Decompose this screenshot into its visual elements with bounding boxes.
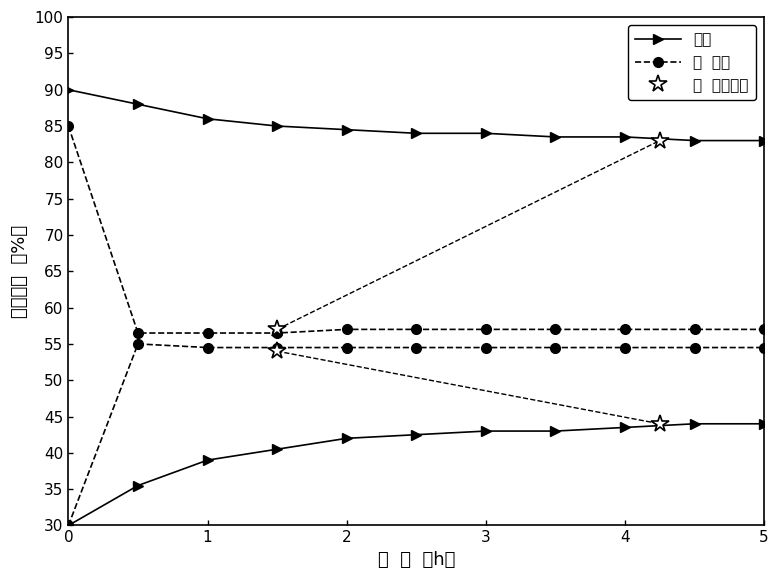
- 调  湿纸: [133, 329, 143, 336]
- 原纸: [760, 137, 769, 144]
- 调  湿平衡点: [272, 347, 282, 354]
- 调  湿纸: [620, 326, 629, 333]
- 原纸: [272, 122, 282, 129]
- 原纸: [620, 133, 629, 140]
- 原纸: [133, 101, 143, 108]
- Y-axis label: 相对湿度  （%）: 相对湿度 （%）: [11, 224, 29, 318]
- 原纸: [412, 130, 421, 137]
- Line: 原纸: 原纸: [63, 85, 769, 146]
- 调  湿纸: [760, 326, 769, 333]
- 调  湿纸: [481, 326, 491, 333]
- 原纸: [342, 126, 351, 133]
- 调  湿纸: [412, 326, 421, 333]
- 调  湿平衡点: [655, 420, 665, 427]
- 调  湿纸: [203, 329, 212, 336]
- 原纸: [64, 86, 73, 93]
- 原纸: [690, 137, 699, 144]
- 调  湿纸: [342, 326, 351, 333]
- Legend: 原纸, 调  湿纸, 调  湿平衡点: 原纸, 调 湿纸, 调 湿平衡点: [628, 25, 757, 100]
- 调  湿纸: [551, 326, 560, 333]
- 原纸: [481, 130, 491, 137]
- X-axis label: 时  间  （h）: 时 间 （h）: [378, 551, 455, 569]
- 原纸: [203, 115, 212, 122]
- 调  湿纸: [690, 326, 699, 333]
- Line: 调  湿纸: 调 湿纸: [63, 121, 769, 338]
- 调  湿纸: [272, 329, 282, 336]
- 调  湿平衡点: [655, 137, 665, 144]
- 调  湿纸: [64, 122, 73, 129]
- 原纸: [551, 133, 560, 140]
- 调  湿平衡点: [272, 326, 282, 333]
- Line: 调  湿平衡点: 调 湿平衡点: [268, 132, 668, 433]
